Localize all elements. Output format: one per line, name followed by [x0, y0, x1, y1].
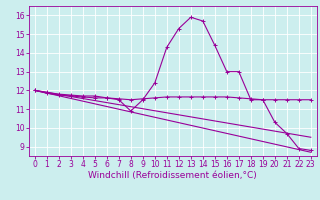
X-axis label: Windchill (Refroidissement éolien,°C): Windchill (Refroidissement éolien,°C) [88, 171, 257, 180]
